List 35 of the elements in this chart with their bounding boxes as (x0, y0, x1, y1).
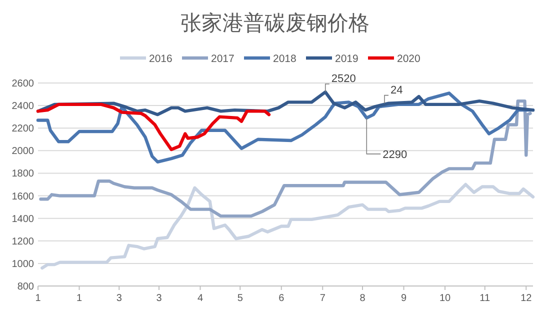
y-tick-label: 2400 (12, 101, 34, 112)
line-series (40, 182, 535, 270)
x-tick-label: 12 (520, 293, 532, 304)
annotation: 2290 (382, 148, 408, 161)
annotation: 2520 (331, 73, 356, 86)
legend-label: 2018 (273, 53, 297, 65)
x-tick-label: 8 (360, 293, 366, 304)
chart-title: 张家港普碳废钢价格 (180, 11, 370, 35)
legend-label: 2017 (211, 53, 235, 65)
x-tick-label: 1 (76, 293, 82, 304)
line-series (36, 102, 271, 152)
legend-label: 2016 (149, 53, 173, 65)
y-tick-label: 1800 (12, 168, 34, 180)
x-tick-label: 10 (439, 293, 451, 304)
x-tick-label: 6 (278, 293, 285, 304)
y-tick-label: 800 (17, 282, 34, 292)
y-tick-label: 2600 (12, 78, 34, 90)
y-tick-label: 2000 (12, 146, 34, 158)
x-tick-label: 3 (116, 293, 122, 304)
x-tick-label: 3 (156, 293, 162, 304)
x-tick-label: 4 (197, 293, 204, 304)
y-tick-label: 1600 (12, 191, 34, 202)
x-tick-label: 5 (237, 293, 244, 304)
x-tick-label: 7 (320, 293, 326, 304)
annotation: 24 (390, 84, 403, 96)
x-tick-label: 11 (480, 293, 490, 304)
y-tick-label: 1400 (12, 214, 34, 225)
y-tick-label: 2200 (12, 124, 34, 135)
x-tick-label: 9 (400, 293, 407, 304)
line-series (39, 99, 532, 218)
y-tick-label: 1000 (12, 258, 34, 270)
legend-label: 2019 (335, 53, 359, 65)
y-tick-label: 1200 (12, 236, 34, 248)
x-tick-label: 1 (35, 293, 42, 304)
legend-label: 2020 (397, 53, 421, 65)
